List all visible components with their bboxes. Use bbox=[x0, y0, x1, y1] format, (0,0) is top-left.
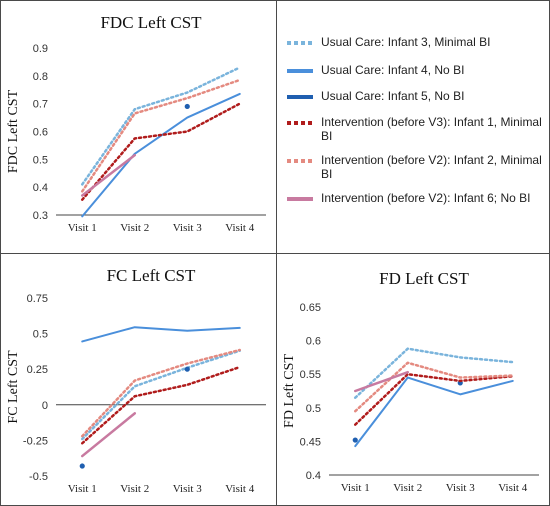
x-tick-label: Visit 3 bbox=[173, 483, 202, 495]
series-line bbox=[354, 372, 514, 426]
series-line bbox=[354, 361, 514, 413]
y-tick-label: 0.5 bbox=[306, 403, 321, 415]
y-axis-label: FDC Left CST bbox=[6, 89, 21, 173]
y-tick-label: 0.75 bbox=[27, 293, 48, 305]
x-tick-label: Visit 4 bbox=[225, 222, 254, 234]
legend-swatch bbox=[287, 121, 313, 125]
x-tick-label: Visit 1 bbox=[341, 482, 370, 494]
y-tick-label: 0.6 bbox=[306, 336, 321, 348]
chart-title: FD Left CST bbox=[379, 269, 469, 288]
series-point bbox=[184, 103, 190, 110]
x-tick-label: Visit 2 bbox=[120, 483, 149, 495]
series-line bbox=[81, 153, 136, 197]
y-tick-label: 0.4 bbox=[33, 182, 48, 194]
y-tick-label: 0 bbox=[42, 400, 48, 412]
x-tick-label: Visit 4 bbox=[498, 482, 527, 494]
series-point bbox=[79, 463, 85, 469]
y-tick-label: 0.6 bbox=[33, 127, 48, 139]
series-line bbox=[81, 78, 241, 193]
fc-chart-svg: FC Left CST FC Left CST -0.5 -0.25 0 0.25 0.5 0… bbox=[6, 266, 266, 495]
y-tick-label: 0.25 bbox=[27, 364, 48, 376]
y-tick-label: 0.9 bbox=[33, 43, 48, 55]
y-axis-label: FD Left CST bbox=[282, 354, 297, 428]
legend-swatch bbox=[287, 41, 313, 45]
fc-chart-panel: FC Left CST FC Left CST -0.5 -0.25 0 0.25 0.5 0… bbox=[0, 253, 277, 506]
fdc-chart-svg: FDC Left CST FDC Left CST 0.3 0.4 0.5 0.6 0.7 0… bbox=[6, 13, 266, 234]
x-tick-label: Visit 2 bbox=[120, 222, 149, 234]
series-line bbox=[81, 66, 241, 186]
series-line bbox=[81, 412, 136, 458]
legend-swatch bbox=[287, 95, 313, 99]
fd-chart-svg: FD Left CST FD Left CST 0.4 0.45 0.5 0.55 0.6 0… bbox=[282, 269, 539, 494]
chart-title: FDC Left CST bbox=[100, 13, 202, 32]
series-line bbox=[354, 370, 409, 393]
fd-chart-panel: FD Left CST FD Left CST 0.4 0.45 0.5 0.55 0.6 0… bbox=[276, 253, 550, 506]
series-line bbox=[81, 102, 241, 201]
legend-swatch bbox=[287, 159, 313, 163]
y-tick-label: 0.5 bbox=[33, 329, 48, 341]
series-line bbox=[81, 92, 241, 218]
series-point bbox=[184, 366, 190, 372]
legend-label: Usual Care: Infant 4, No BI bbox=[321, 63, 465, 77]
legend-label: Intervention (before V2): Infant 6; No B… bbox=[321, 191, 531, 205]
legend-label: Intervention (before V2): Infant 2, Mini… bbox=[321, 153, 542, 181]
y-tick-label: 0.3 bbox=[33, 210, 48, 222]
series-line bbox=[81, 326, 241, 343]
x-tick-label: Visit 1 bbox=[68, 483, 97, 495]
legend-swatch bbox=[287, 69, 313, 73]
legend-panel: Usual Care: Infant 3, Minimal BI Usual Ca… bbox=[276, 0, 550, 254]
series-line bbox=[354, 347, 514, 399]
series-line bbox=[81, 348, 241, 438]
y-tick-label: 0.8 bbox=[33, 71, 48, 83]
y-tick-label: 0.45 bbox=[300, 436, 321, 448]
chart-title: FC Left CST bbox=[107, 266, 196, 285]
legend-label: Usual Care: Infant 3, Minimal BI bbox=[321, 35, 491, 49]
series-line bbox=[81, 365, 241, 445]
x-tick-label: Visit 2 bbox=[393, 482, 422, 494]
x-tick-label: Visit 4 bbox=[225, 483, 254, 495]
legend-label: Intervention (before V3): Infant 1, Mini… bbox=[321, 115, 542, 143]
y-tick-label: -0.5 bbox=[29, 471, 48, 483]
legend-swatch bbox=[287, 197, 313, 201]
series-point bbox=[352, 437, 358, 443]
y-tick-label: 0.55 bbox=[300, 369, 321, 381]
x-tick-label: Visit 1 bbox=[68, 222, 97, 234]
series-line bbox=[81, 349, 241, 441]
y-tick-label: 0.65 bbox=[300, 302, 321, 314]
series-line bbox=[354, 376, 514, 448]
legend-label: Usual Care: Infant 5, No BI bbox=[321, 89, 465, 103]
fdc-chart-panel: FDC Left CST FDC Left CST 0.3 0.4 0.5 0.6 0.7 0… bbox=[0, 0, 277, 254]
x-tick-label: Visit 3 bbox=[446, 482, 475, 494]
y-tick-label: 0.4 bbox=[306, 470, 321, 482]
y-tick-label: -0.25 bbox=[23, 435, 48, 447]
y-tick-label: 0.5 bbox=[33, 154, 48, 166]
x-tick-label: Visit 3 bbox=[173, 222, 202, 234]
y-axis-label: FC Left CST bbox=[6, 350, 21, 424]
y-tick-label: 0.7 bbox=[33, 99, 48, 111]
